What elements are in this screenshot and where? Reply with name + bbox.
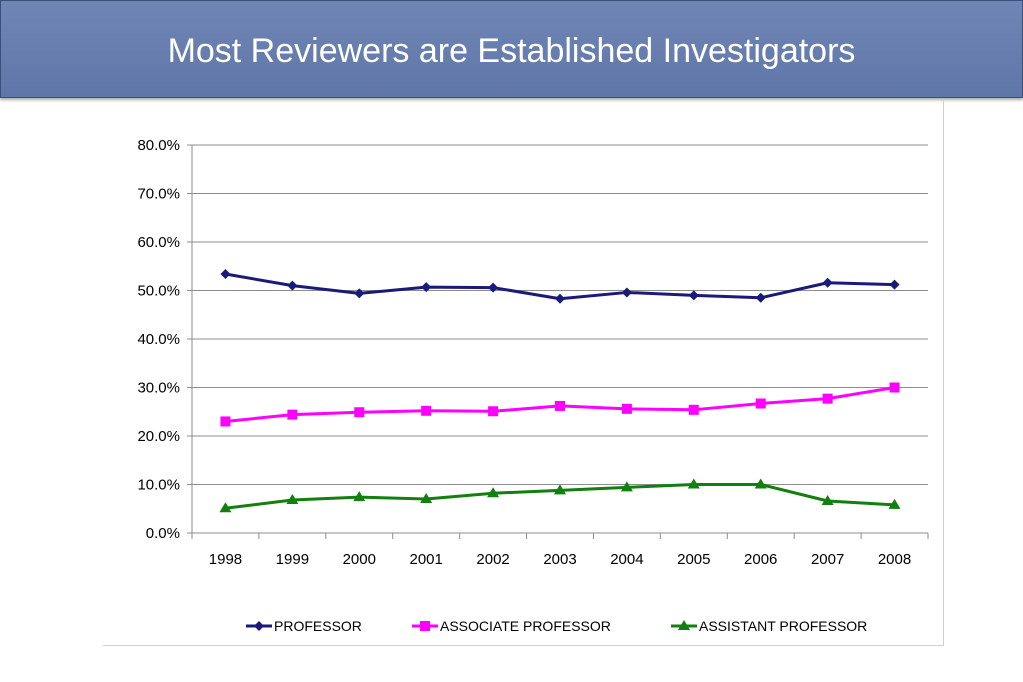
x-tick-label: 2000 [343,551,376,568]
associate-professor-point [889,382,900,393]
x-tick-label: 1998 [209,551,242,568]
professor-point [822,277,833,288]
assistant-professor-point [487,487,500,498]
assistant-professor-point [888,498,901,509]
professor-point [354,288,365,299]
y-tick-label: 80.0% [137,137,180,154]
x-tick-label: 2002 [476,551,509,568]
title-banner: Most Reviewers are Established Investiga… [0,0,1023,98]
tick-labels: 0.0% 10.0% 20.0% 30.0% 40.0% 50.0% 60.0% 70.0% 8… [137,137,911,568]
assistant-professor-point [620,481,633,492]
y-tick-label: 20.0% [137,428,180,445]
y-tick-label: 0.0% [146,525,180,542]
assistant-professor-point [754,478,767,489]
series-markers [219,269,901,513]
associate-professor-point [755,398,766,409]
assistant-professor-point [821,494,834,505]
legend-label-assistant-professor: ASSISTANT PROFESSOR [699,618,867,634]
x-tick-label: 2005 [677,551,710,568]
assistant-professor-point [353,491,366,502]
professor-point [621,287,632,298]
x-tick-label: 2003 [543,551,576,568]
professor-point [555,293,565,304]
professor-point [755,292,766,303]
y-tick-label: 60.0% [137,234,180,251]
y-tick-label: 70.0% [137,186,180,203]
professor-point [488,282,499,293]
assistant-professor-point [219,502,232,513]
x-tick-label: 2006 [744,551,777,568]
legend-marker-associate-professor [420,621,430,631]
associate-professor-point [555,400,565,411]
associate-professor-point [822,393,833,404]
associate-professor-point [287,409,298,420]
y-tick-label: 30.0% [137,380,180,397]
assistant-professor-point [286,494,299,505]
associate-professor-point [421,405,432,416]
y-tick-label: 40.0% [137,331,180,348]
associate-professor-point [488,406,499,417]
x-tick-label: 2001 [409,551,442,568]
assistant-professor-point [420,493,433,504]
associate-professor-point [688,404,699,415]
x-tick-label: 2008 [878,551,911,568]
associate-professor-point [621,403,632,414]
professor-point [889,279,900,290]
series-lines [225,272,895,510]
legend-marker-assistant-professor [678,620,690,630]
assistant-professor-point [554,484,566,495]
professor-point [220,269,231,280]
legend-marker-professor [254,621,264,631]
x-tick-label: 2004 [610,551,643,568]
legend-label-professor: PROFESSOR [274,618,362,634]
x-tick-label: 2007 [811,551,844,568]
associate-professor-point [220,416,231,427]
x-tick-label: 1999 [276,551,309,568]
associate-professor-point [354,407,365,418]
gridlines [192,144,928,485]
professor-point [421,282,432,293]
assistant-professor-point [687,478,700,489]
legend: PROFESSOR ASSOCIATE PROFESSOR ASSISTANT PR… [246,618,867,634]
axes [187,144,929,539]
professor-point [287,280,298,291]
legend-label-associate-professor: ASSOCIATE PROFESSOR [440,618,611,634]
y-tick-label: 50.0% [137,283,180,300]
y-tick-label: 10.0% [137,477,180,494]
chart-frame [103,100,944,646]
professor-point [688,290,699,301]
slide-title: Most Reviewers are Established Investiga… [167,31,856,70]
